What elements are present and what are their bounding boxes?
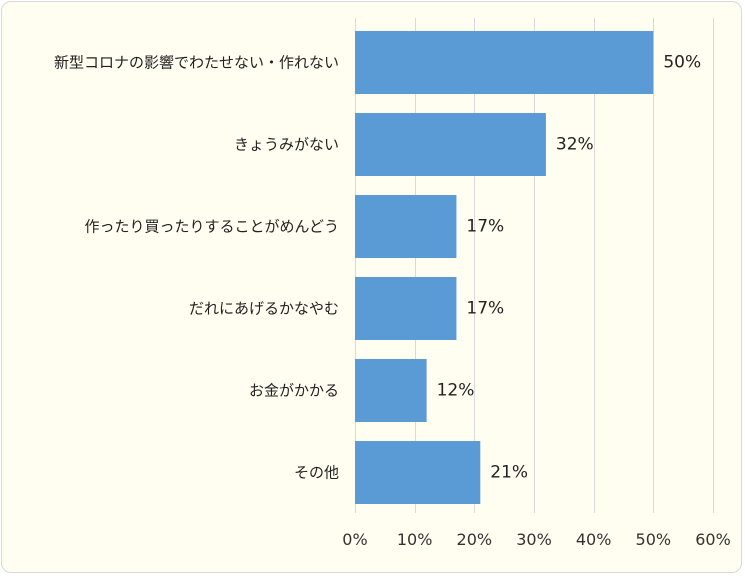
bars — [355, 31, 654, 504]
x-tick-label: 10% — [397, 530, 433, 549]
category-labels: 新型コロナの影響でわたせない・作れないきょうみがない作ったり買ったりすることがめ… — [54, 54, 339, 482]
bar — [355, 359, 427, 422]
bar — [355, 195, 457, 258]
bar — [355, 113, 546, 176]
category-label: その他 — [294, 464, 339, 482]
value-label: 50% — [663, 53, 701, 73]
value-label: 17% — [466, 299, 504, 319]
category-label: 作ったり買ったりすることがめんどう — [84, 218, 339, 236]
x-tick-label: 40% — [576, 530, 612, 549]
x-tick-label: 20% — [457, 530, 493, 549]
x-tick-label: 50% — [636, 530, 672, 549]
category-label: お金がかかる — [249, 382, 339, 400]
value-label: 17% — [466, 217, 504, 237]
x-axis-tick-labels: 0% 10% 20% 30% 40% 50% 60% — [342, 530, 730, 549]
gridlines — [355, 18, 714, 513]
value-label: 32% — [556, 135, 594, 155]
bar — [355, 31, 654, 94]
value-label: 21% — [490, 463, 528, 483]
bar — [355, 441, 481, 504]
bar — [355, 277, 457, 340]
x-tick-label: 60% — [695, 530, 731, 549]
category-label: きょうみがない — [234, 136, 339, 154]
value-labels: 50% 32% 17% 17% 12% 21% — [437, 53, 702, 483]
x-tick-label: 30% — [516, 530, 552, 549]
category-label: だれにあげるかなやむ — [189, 300, 339, 318]
category-label: 新型コロナの影響でわたせない・作れない — [54, 54, 339, 72]
value-label: 12% — [437, 381, 475, 401]
x-tick-label: 0% — [342, 530, 367, 549]
